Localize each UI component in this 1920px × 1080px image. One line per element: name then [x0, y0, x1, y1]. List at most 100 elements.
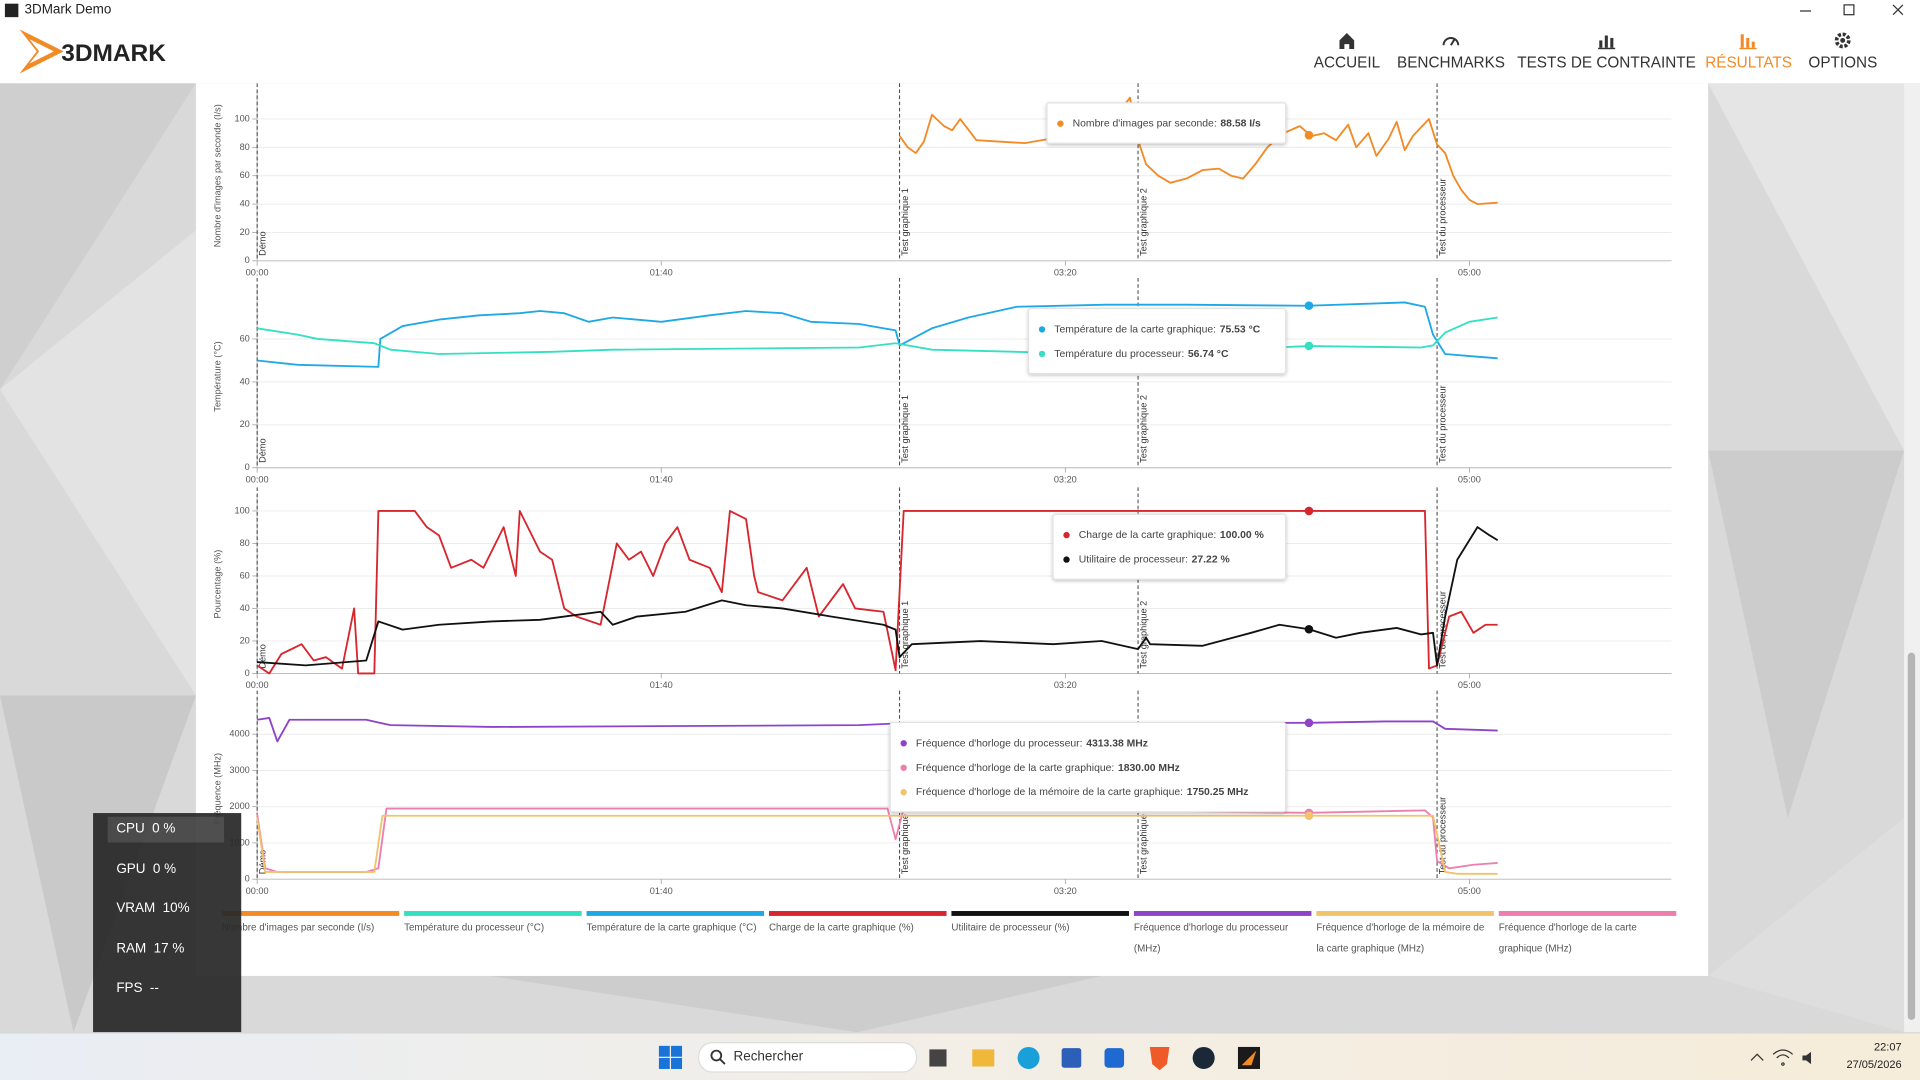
overlay-row: FPS -- — [116, 976, 159, 1000]
taskbar-apps[interactable] — [926, 1043, 1269, 1072]
scrollbar[interactable] — [1904, 83, 1920, 1033]
window-controls[interactable] — [1788, 0, 1920, 22]
x-tick-label: 03:20 — [1054, 680, 1077, 690]
legend-item[interactable]: Fréquence d'horloge de la carte graphiqu… — [1498, 911, 1677, 959]
y-axis-label: Fréquence (MHz) — [212, 753, 222, 824]
y-tick-label: 0 — [245, 255, 250, 265]
tooltip-entry: Nombre d'images par seconde: 88.58 I/s — [1073, 118, 1261, 129]
legend-item[interactable]: Fréquence d'horloge du processeur (MHz) — [1133, 911, 1312, 959]
tooltip-entry: Fréquence d'horloge du processeur: 4313.3… — [916, 738, 1148, 749]
x-tick-label: 05:00 — [1458, 886, 1481, 896]
legend-label: Fréquence d'horloge de la carte graphiqu… — [1498, 922, 1637, 954]
tooltip-label: Nombre d'images par seconde: — [1073, 118, 1217, 129]
overlay-row: VRAM 10% — [116, 896, 189, 920]
nav-icon — [1339, 33, 1355, 49]
series-line — [257, 718, 1498, 742]
x-tick-label: 00:00 — [246, 680, 269, 690]
series-line — [257, 816, 1498, 874]
legend-item[interactable]: Fréquence d'horloge de la mémoire de la … — [1316, 911, 1494, 959]
x-tick-label: 00:00 — [246, 474, 269, 484]
tooltip-value: 4313.38 MHz — [1086, 738, 1148, 749]
tooltip-bullet — [1063, 556, 1069, 562]
title-bar: 3DMark Demo — [0, 0, 1920, 23]
taskbar: Rechercher 22:07 27/05/2026 — [0, 1032, 1920, 1080]
tooltip-box — [1053, 514, 1286, 579]
logo[interactable]: 3DMARK — [17, 27, 225, 76]
legend-item[interactable]: Charge de la carte graphique (%) — [768, 911, 947, 938]
y-tick-label: 60 — [240, 170, 250, 180]
tooltip: Fréquence d'horloge du processeur: 4313.3… — [890, 722, 1286, 811]
phase-label: Test graphique 1 — [900, 601, 910, 669]
series-line — [900, 98, 1498, 204]
tooltip-bullet — [900, 789, 906, 795]
legend-label: Utilitaire de processeur (%) — [951, 922, 1070, 934]
tooltip-value: 56.74 °C — [1188, 349, 1229, 360]
nav-item[interactable]: RÉSULTATS — [1705, 22, 1792, 83]
overlay-row: CPU 0 % — [116, 817, 175, 841]
start-button[interactable] — [658, 1045, 683, 1070]
tooltip-value: 1750.25 MHz — [1187, 787, 1249, 798]
legend-item[interactable]: Température de la carte graphique (°C) — [586, 911, 765, 938]
nav-item[interactable]: OPTIONS — [1808, 22, 1877, 83]
phase-label: Démo — [258, 644, 268, 668]
phase-label: Test graphique 2 — [1139, 601, 1149, 669]
tooltip-entry: Température de la carte graphique: 75.53 … — [1054, 324, 1260, 335]
x-tick-label: 01:40 — [650, 474, 673, 484]
nav-label: TESTS DE CONTRAINTE — [1517, 53, 1696, 72]
nav-item[interactable]: TESTS DE CONTRAINTE — [1517, 22, 1696, 83]
scroll-thumb[interactable] — [1907, 652, 1916, 1021]
tooltip-bullet — [1039, 326, 1045, 332]
x-tick-label: 01:40 — [650, 267, 673, 277]
y-tick-label: 0 — [245, 668, 250, 678]
tooltip-box — [1029, 309, 1286, 374]
phase-label: Test graphique 1 — [900, 188, 910, 256]
tooltip-label: Charge de la carte graphique: — [1079, 530, 1216, 541]
performance-overlay: CPU 0 % GPU 0 % VRAM 10% RAM 17 % FPS -- — [93, 813, 242, 1033]
y-tick-label: 40 — [240, 603, 250, 613]
nav-label: RÉSULTATS — [1705, 53, 1792, 72]
tooltip-value: 27.22 % — [1192, 554, 1230, 565]
y-tick-label: 3000 — [229, 765, 249, 775]
background-pattern — [0, 83, 1905, 1033]
x-tick-label: 00:00 — [246, 886, 269, 896]
legend-swatch — [1498, 911, 1677, 916]
y-tick-label: 20 — [240, 419, 250, 429]
hover-dot — [1305, 131, 1314, 140]
hover-dot — [1305, 342, 1314, 351]
overlay-label: FPS — [116, 980, 143, 996]
tooltip: Nombre d'images par seconde: 88.58 I/s — [1047, 103, 1286, 143]
y-tick-label: 100 — [234, 113, 249, 123]
phase-label: Test graphique 2 — [1139, 395, 1149, 463]
x-tick-label: 05:00 — [1458, 474, 1481, 484]
y-tick-label: 4000 — [229, 729, 249, 739]
tooltip-label: Température du processeur: — [1054, 349, 1184, 360]
search-box[interactable]: Rechercher — [697, 1042, 918, 1073]
nav-item[interactable]: ACCUEIL — [1314, 22, 1380, 83]
clock-time: 22:07 — [1874, 1040, 1902, 1054]
series-line — [257, 302, 1498, 366]
legend-swatch — [1316, 911, 1494, 916]
tooltip-value: 100.00 % — [1220, 530, 1264, 541]
x-tick-label: 05:00 — [1458, 680, 1481, 690]
legend-swatch — [768, 911, 947, 916]
search-icon — [710, 1049, 726, 1065]
overlay-row: RAM 17 % — [116, 936, 184, 960]
legend-label: Température du processeur (°C) — [404, 922, 545, 934]
tooltip-bullet — [1057, 120, 1063, 126]
x-tick-label: 01:40 — [650, 680, 673, 690]
system-tray[interactable] — [1749, 1048, 1825, 1068]
nav-item[interactable]: BENCHMARKS — [1397, 22, 1505, 83]
overlay-value: 0 % — [152, 821, 176, 837]
nav-label: ACCUEIL — [1313, 53, 1381, 72]
legend-item[interactable]: Nombre d'images par seconde (I/s) — [221, 911, 400, 938]
hover-dot — [1305, 301, 1314, 310]
y-axis-label: Nombre d'images par seconde (I/s) — [212, 104, 222, 247]
legend-swatch — [221, 911, 400, 916]
tooltip-label: Fréquence d'horloge de la carte graphiqu… — [916, 763, 1114, 774]
tooltip-value: 1830.00 MHz — [1118, 763, 1180, 774]
phase-label: Test graphique 1 — [900, 395, 910, 463]
nav-icon — [1834, 32, 1851, 49]
phase-label: Test du processeur — [1438, 178, 1448, 256]
legend-item[interactable]: Température du processeur (°C) — [404, 911, 582, 938]
legend-item[interactable]: Utilitaire de processeur (%) — [951, 911, 1129, 938]
